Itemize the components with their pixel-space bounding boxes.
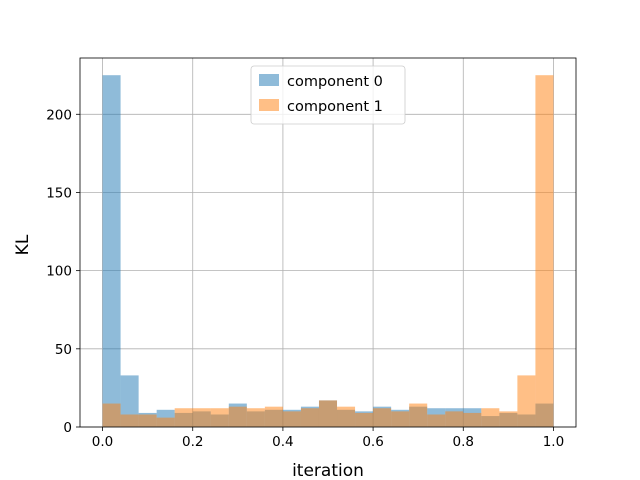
axes [79,57,577,428]
x-tick-label: 1.0 [543,434,564,450]
x-tick-label: 0.8 [453,434,474,450]
histogram-bars [102,75,554,427]
legend-swatch [259,99,279,111]
histogram-bar [120,414,139,427]
histogram-bar [409,403,428,427]
x-axis-label: iteration [292,461,364,480]
histogram-bar [246,408,265,427]
plot-frame [79,57,577,428]
histogram-bar [499,411,518,427]
histogram-bar [228,406,247,427]
histogram-bar [535,75,554,427]
histogram-bar [138,414,157,427]
histogram-bar [174,408,193,427]
histogram-bar [373,408,392,427]
histogram-bar [445,411,464,427]
histogram-bar [427,414,446,427]
histogram-bar [481,408,500,427]
histogram-bar [391,411,410,427]
histogram-bar [463,412,482,427]
x-tick-label: 0.0 [92,434,113,450]
legend-label: component 1 [287,99,383,115]
x-tick-label: 0.2 [182,434,203,450]
y-axis-label: KL [13,234,33,255]
histogram-bar [120,375,139,427]
x-tick-label: 0.4 [272,434,293,450]
legend-box [250,65,406,125]
histogram-bar [318,400,338,427]
histogram-bar [156,417,175,427]
x-tick-label: 0.6 [362,434,383,450]
legend-label: component 0 [287,74,383,90]
y-tick-label: 50 [55,342,72,358]
y-tick-label: 200 [46,107,72,123]
histogram-bar [264,406,283,427]
legend: component 0 component 1 [250,65,406,125]
legend-swatch [259,74,279,86]
y-tick-label: 0 [63,420,72,436]
histogram-bar [210,408,229,427]
histogram-bar [102,403,121,427]
y-tick-label: 150 [46,185,72,201]
histogram-bar [300,408,319,427]
histogram-bar [102,75,121,427]
histogram-bar [337,406,356,427]
histogram-bar [282,411,301,427]
histogram-bar [192,408,211,427]
histogram-bar [517,375,536,427]
ticks: 0.0 0.2 0.4 0.6 0.8 1.0 0 50 100 150 200 [46,107,564,450]
y-tick-label: 100 [46,264,72,280]
histogram-bar [355,412,374,427]
